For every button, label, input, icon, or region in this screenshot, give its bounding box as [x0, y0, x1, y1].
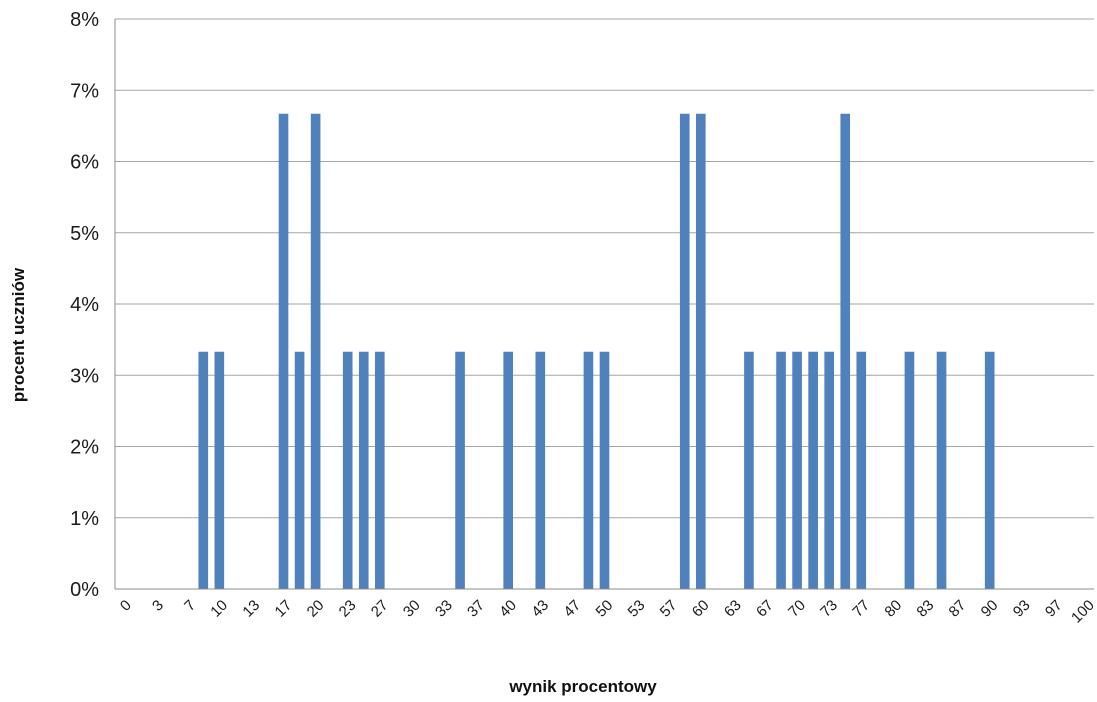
bar-72 [808, 351, 818, 589]
bar-73 [824, 351, 835, 589]
y-tick-label: 5% [70, 223, 99, 245]
y-tick-label: 1% [70, 508, 99, 530]
y-tick-label: 8% [70, 9, 99, 31]
bar-82 [904, 351, 915, 589]
x-tick-label: 53 [625, 597, 649, 621]
x-tick-label: 50 [593, 597, 617, 621]
y-axis-tick-labels: 0% 1% 2% 3% 4% 5% 6% 7% 8% [70, 9, 99, 601]
y-axis-title: procent uczniów [9, 267, 28, 402]
x-axis-tick-labels: 0 3 7 10 13 17 20 23 27 30 33 37 40 43 47 50 53 57 60 63 67 7… [117, 597, 1097, 627]
x-tick-label: 67 [753, 597, 777, 621]
bar-65 [744, 351, 754, 589]
x-tick-label: 70 [785, 597, 809, 621]
bar-77 [856, 351, 867, 589]
bar-20 [310, 113, 321, 589]
bar-90 [984, 351, 995, 589]
x-tick-label: 3 [149, 597, 167, 615]
bar-25 [358, 351, 369, 589]
x-tick-label: 37 [464, 597, 488, 621]
bar-50 [599, 351, 610, 589]
bar-75 [840, 113, 851, 589]
x-tick-label: 23 [336, 597, 360, 621]
bar-35 [455, 351, 465, 589]
bar-85 [936, 351, 947, 589]
x-tick-label: 57 [657, 597, 681, 621]
bar-8 [198, 351, 209, 589]
x-tick-label: 77 [849, 597, 873, 621]
y-tick-label: 2% [70, 437, 99, 459]
bar-43 [535, 351, 546, 589]
y-tick-label: 0% [70, 579, 99, 601]
bar-23 [342, 351, 353, 589]
y-tick-label: 3% [70, 365, 99, 387]
x-tick-label: 40 [496, 597, 520, 621]
y-tick-label: 4% [70, 294, 99, 316]
x-tick-label: 100 [1068, 597, 1097, 627]
x-tick-label: 97 [1042, 597, 1066, 621]
x-tick-label: 20 [304, 597, 328, 621]
bar-18 [294, 351, 305, 589]
y-tick-label: 7% [70, 80, 99, 102]
x-tick-label: 80 [881, 597, 905, 621]
bar-70 [792, 351, 802, 589]
bar-40 [503, 351, 514, 589]
bar-68 [776, 351, 786, 589]
x-tick-label: 73 [817, 597, 841, 621]
x-tick-label: 27 [368, 597, 392, 621]
x-tick-label: 83 [913, 597, 937, 621]
x-tick-label: 30 [400, 597, 424, 621]
bar-10 [214, 351, 225, 589]
x-tick-label: 87 [946, 597, 970, 621]
x-tick-label: 63 [721, 597, 745, 621]
x-axis-title: wynik procentowy [508, 677, 657, 696]
x-tick-label: 43 [528, 597, 552, 621]
bar-58 [679, 113, 690, 589]
bar-series [198, 113, 995, 589]
bar-17 [278, 113, 289, 589]
x-tick-label: 7 [181, 597, 199, 615]
x-tick-label: 33 [432, 597, 456, 621]
gridlines [115, 18, 1094, 590]
x-tick-label: 93 [1010, 597, 1034, 621]
x-tick-label: 47 [560, 597, 584, 621]
bar-27 [374, 351, 385, 589]
x-tick-label: 13 [239, 597, 263, 621]
x-tick-label: 0 [117, 597, 135, 615]
x-tick-label: 10 [207, 597, 231, 621]
x-tick-label: 60 [689, 597, 713, 621]
bar-60 [695, 113, 706, 589]
y-tick-label: 6% [70, 152, 99, 174]
bar-48 [583, 351, 594, 589]
x-tick-label: 90 [978, 597, 1002, 621]
x-tick-label: 17 [272, 597, 296, 621]
